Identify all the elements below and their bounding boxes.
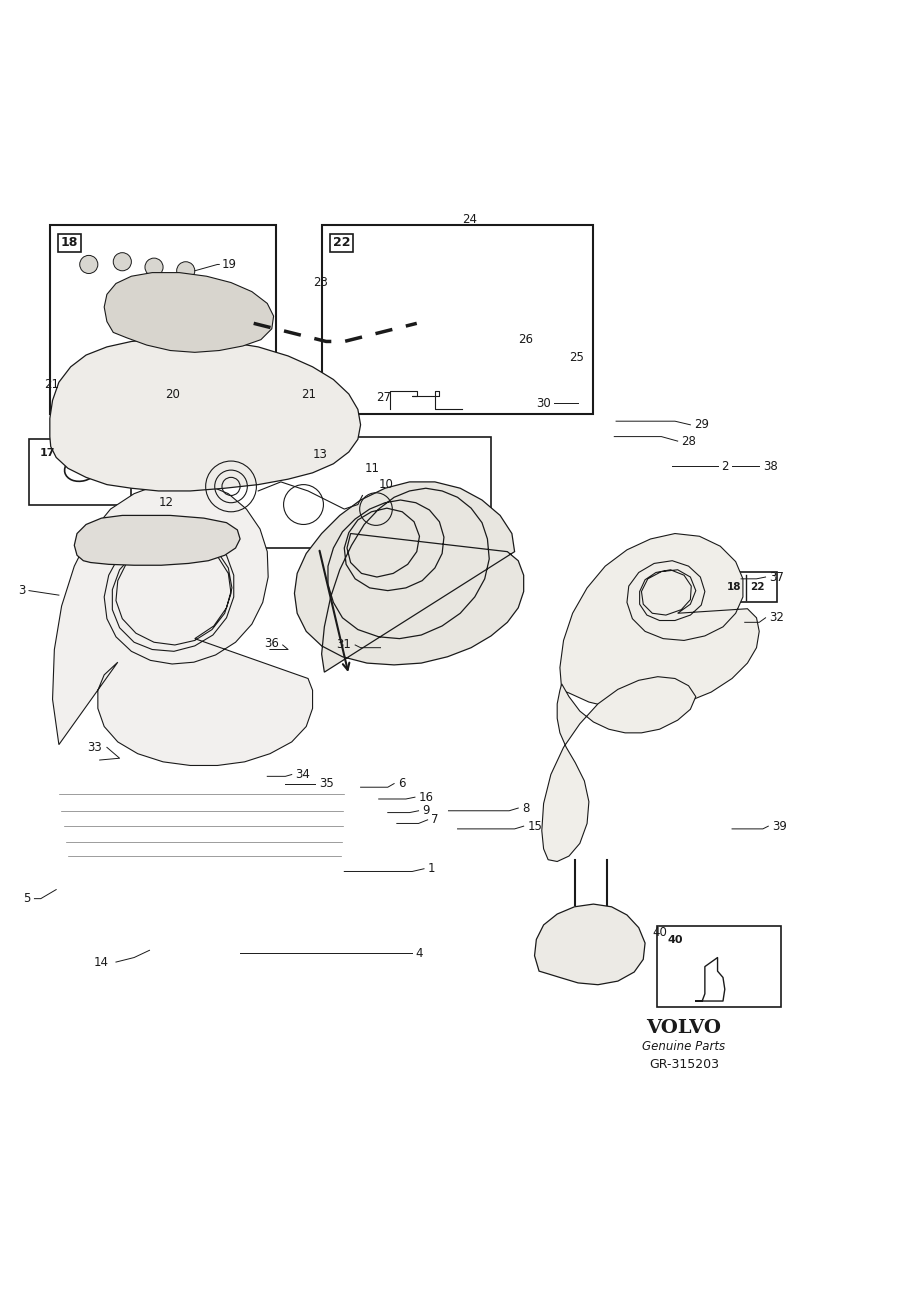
Text: 39: 39 xyxy=(772,820,786,833)
Text: 19: 19 xyxy=(222,259,237,271)
Text: 20: 20 xyxy=(165,387,179,400)
Text: 17: 17 xyxy=(40,448,55,459)
Circle shape xyxy=(113,253,131,270)
Text: 26: 26 xyxy=(518,333,534,346)
Circle shape xyxy=(177,261,195,279)
Text: 6: 6 xyxy=(398,777,405,790)
Text: 12: 12 xyxy=(159,496,174,509)
Text: 27: 27 xyxy=(376,391,391,404)
Text: 21: 21 xyxy=(43,378,59,391)
Polygon shape xyxy=(542,677,696,861)
Text: 2: 2 xyxy=(721,460,728,473)
Text: 7: 7 xyxy=(431,813,439,826)
Text: 8: 8 xyxy=(522,801,529,814)
Text: 5: 5 xyxy=(24,892,31,905)
Text: 35: 35 xyxy=(319,777,333,790)
Text: 4: 4 xyxy=(416,947,423,960)
Text: 24: 24 xyxy=(462,213,477,226)
Text: VOLVO: VOLVO xyxy=(647,1020,721,1037)
Polygon shape xyxy=(104,273,274,352)
Text: 11: 11 xyxy=(364,462,380,475)
Text: 33: 33 xyxy=(87,740,101,753)
Polygon shape xyxy=(53,482,313,765)
Circle shape xyxy=(80,256,98,274)
Text: 18: 18 xyxy=(727,582,741,592)
Text: 30: 30 xyxy=(536,396,551,409)
Text: 31: 31 xyxy=(337,639,352,652)
Text: 9: 9 xyxy=(422,804,429,817)
Text: 28: 28 xyxy=(681,435,696,448)
Polygon shape xyxy=(560,534,759,709)
Text: 34: 34 xyxy=(295,768,310,781)
Text: 18: 18 xyxy=(61,236,78,249)
Text: 15: 15 xyxy=(527,820,542,833)
Text: 36: 36 xyxy=(265,637,279,650)
Text: 13: 13 xyxy=(313,448,327,461)
Polygon shape xyxy=(50,339,361,491)
Circle shape xyxy=(145,259,163,277)
Text: 40: 40 xyxy=(668,935,683,944)
Text: 29: 29 xyxy=(694,418,709,431)
Text: 37: 37 xyxy=(769,570,784,583)
Text: Genuine Parts: Genuine Parts xyxy=(642,1039,726,1052)
Text: 32: 32 xyxy=(769,612,784,625)
Text: 25: 25 xyxy=(569,351,583,364)
Text: 10: 10 xyxy=(379,478,393,491)
Text: GR-315203: GR-315203 xyxy=(649,1057,719,1070)
Text: 16: 16 xyxy=(419,791,434,804)
Text: 3: 3 xyxy=(18,585,25,598)
Text: 1: 1 xyxy=(428,863,435,876)
Polygon shape xyxy=(74,516,240,565)
Text: 22: 22 xyxy=(750,582,765,592)
Text: 40: 40 xyxy=(652,926,667,939)
Text: 14: 14 xyxy=(93,956,109,969)
Polygon shape xyxy=(535,904,645,985)
Text: 23: 23 xyxy=(313,277,328,290)
Text: 22: 22 xyxy=(333,236,350,249)
Polygon shape xyxy=(294,482,524,672)
Text: 38: 38 xyxy=(763,460,777,473)
Text: 21: 21 xyxy=(301,387,316,400)
